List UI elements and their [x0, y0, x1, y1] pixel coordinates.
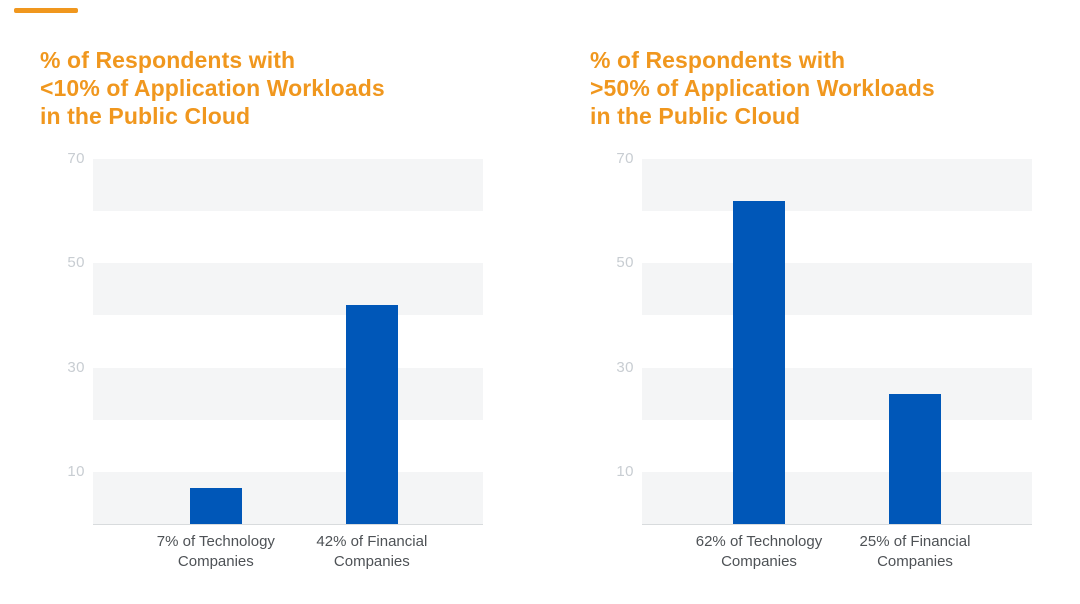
- bar: [733, 200, 785, 524]
- chart-right-plot-area: 70 50 30 10 62% of Technology Companies 25% o…: [616, 150, 1032, 570]
- y-tick-label: 70: [616, 150, 634, 167]
- grid-band: [93, 471, 483, 524]
- x-category-label: 42% of Financial Companies: [316, 533, 428, 570]
- chart-left-plot-area: 70 50 30 10 7% of Technology Companies 42% of…: [67, 150, 483, 570]
- grid-band: [93, 159, 483, 212]
- x-axis-line: [642, 524, 1032, 525]
- bar: [189, 487, 242, 524]
- x-axis-line: [93, 524, 483, 525]
- y-tick-label: 10: [616, 462, 634, 480]
- bar: [889, 393, 941, 524]
- y-tick-label: 10: [67, 462, 85, 480]
- y-tick-label: 30: [616, 358, 634, 376]
- x-category-label: 62% of Technology Companies: [695, 533, 823, 570]
- chart-right-title: % of Respondents with >50% of Applicatio…: [590, 47, 935, 129]
- grid-band: [93, 367, 483, 420]
- grid-band: [642, 263, 1032, 316]
- chart-right: % of Respondents with >50% of Applicatio…: [590, 46, 1050, 586]
- accent-dash: [14, 8, 78, 13]
- bar: [345, 305, 398, 524]
- chart-left: % of Respondents with <10% of Applicatio…: [40, 46, 500, 586]
- grid-band: [93, 263, 483, 316]
- grid-band: [642, 367, 1032, 420]
- x-category-label: 25% of Financial Companies: [859, 533, 971, 570]
- chart-left-title: % of Respondents with <10% of Applicatio…: [40, 47, 385, 129]
- grid-band: [642, 159, 1032, 212]
- y-tick-label: 50: [67, 254, 85, 272]
- y-tick-label: 30: [67, 358, 85, 376]
- y-tick-label: 70: [67, 150, 85, 167]
- x-category-label: 7% of Technology Companies: [156, 533, 275, 570]
- grid-band: [642, 471, 1032, 524]
- y-tick-label: 50: [616, 254, 634, 272]
